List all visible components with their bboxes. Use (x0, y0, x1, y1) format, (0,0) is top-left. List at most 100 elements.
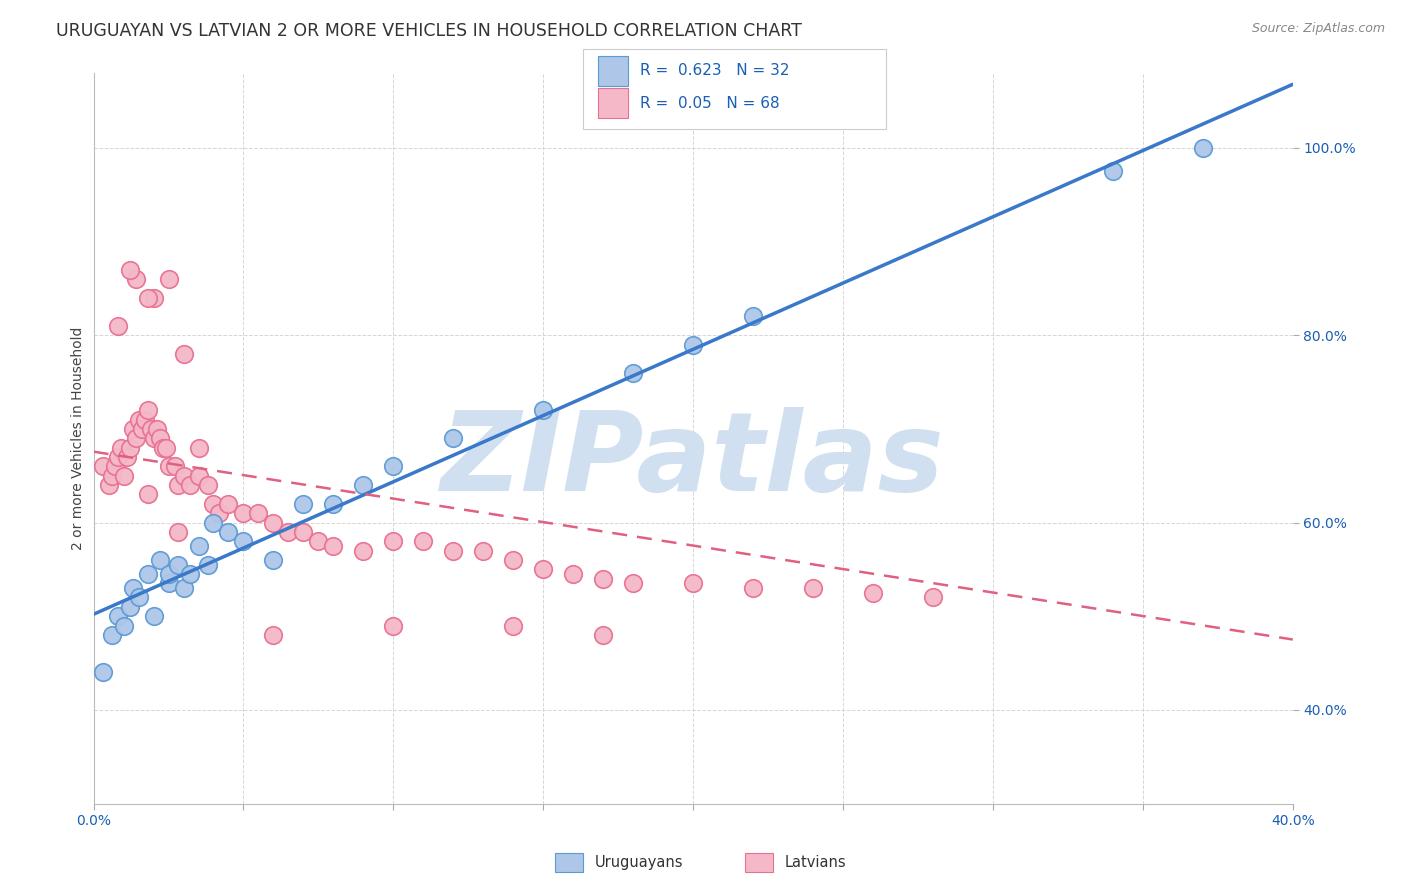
Point (142, 431, 165, 445)
Point (118, 441, 141, 455)
Point (1102, 164, 1125, 178)
Point (682, 337, 704, 351)
Point (166, 558, 188, 572)
Point (118, 262, 141, 277)
Y-axis label: 2 or more Vehicles in Household: 2 or more Vehicles in Household (72, 326, 86, 550)
Point (173, 581, 195, 595)
Point (91, 459, 114, 474)
Point (208, 506, 231, 520)
Point (277, 524, 299, 539)
Point (163, 459, 186, 474)
Point (352, 543, 374, 558)
Point (142, 291, 165, 305)
Point (592, 572, 614, 586)
Point (107, 318, 129, 333)
Point (531, 403, 554, 417)
Point (441, 431, 464, 445)
Point (166, 524, 188, 539)
Point (131, 422, 153, 436)
Point (592, 628, 614, 642)
Point (152, 441, 174, 455)
Point (139, 422, 162, 436)
Point (187, 468, 209, 483)
Point (531, 562, 554, 576)
Text: Latvians: Latvians (785, 855, 846, 870)
Point (232, 506, 254, 520)
Point (382, 618, 405, 632)
Point (742, 310, 765, 324)
Point (142, 609, 165, 624)
Point (103, 459, 125, 474)
Point (166, 478, 188, 492)
Point (502, 618, 524, 632)
Point (179, 567, 201, 582)
Point (107, 609, 129, 624)
Point (922, 591, 945, 605)
Point (148, 431, 170, 445)
Point (121, 581, 143, 595)
Point (322, 539, 344, 553)
Point (118, 599, 141, 614)
Point (157, 272, 180, 286)
Point (292, 524, 315, 539)
Point (136, 291, 159, 305)
Point (148, 553, 170, 567)
Point (682, 576, 704, 591)
Point (179, 478, 201, 492)
Point (128, 591, 150, 605)
Point (472, 543, 495, 558)
Point (157, 567, 180, 582)
Point (218, 524, 240, 539)
Point (187, 539, 209, 553)
Point (136, 403, 159, 417)
Point (307, 534, 329, 549)
Point (352, 478, 374, 492)
Point (621, 576, 644, 591)
Point (128, 412, 150, 426)
Text: Source: ZipAtlas.com: Source: ZipAtlas.com (1251, 22, 1385, 36)
Point (202, 516, 225, 530)
Point (112, 468, 135, 483)
Point (247, 506, 270, 520)
Point (136, 487, 159, 501)
Point (134, 412, 156, 426)
Point (1192, 141, 1215, 155)
Point (97, 478, 120, 492)
Point (382, 534, 405, 549)
Point (382, 459, 405, 474)
Point (262, 553, 284, 567)
Point (112, 618, 135, 632)
Point (124, 431, 146, 445)
Text: R =  0.05   N = 68: R = 0.05 N = 68 (640, 95, 779, 111)
Text: Uruguayans: Uruguayans (595, 855, 683, 870)
Point (262, 628, 284, 642)
Point (502, 553, 524, 567)
Point (100, 468, 122, 483)
Point (232, 534, 254, 549)
Point (157, 576, 180, 591)
Point (155, 441, 177, 455)
Point (742, 581, 765, 595)
Point (801, 581, 824, 595)
Point (197, 558, 219, 572)
Point (322, 497, 344, 511)
Point (187, 441, 209, 455)
Point (441, 543, 464, 558)
Point (121, 422, 143, 436)
Point (197, 478, 219, 492)
Point (292, 497, 315, 511)
Point (173, 468, 195, 483)
Point (145, 422, 167, 436)
Point (100, 628, 122, 642)
Text: R =  0.623   N = 32: R = 0.623 N = 32 (640, 63, 789, 78)
Point (562, 567, 585, 582)
Point (621, 366, 644, 380)
Point (862, 586, 884, 600)
Point (157, 459, 180, 474)
Text: ZIPatlas: ZIPatlas (441, 407, 945, 514)
Point (136, 567, 159, 582)
Point (173, 347, 195, 361)
Point (202, 497, 225, 511)
Point (124, 272, 146, 286)
Point (91, 665, 114, 680)
